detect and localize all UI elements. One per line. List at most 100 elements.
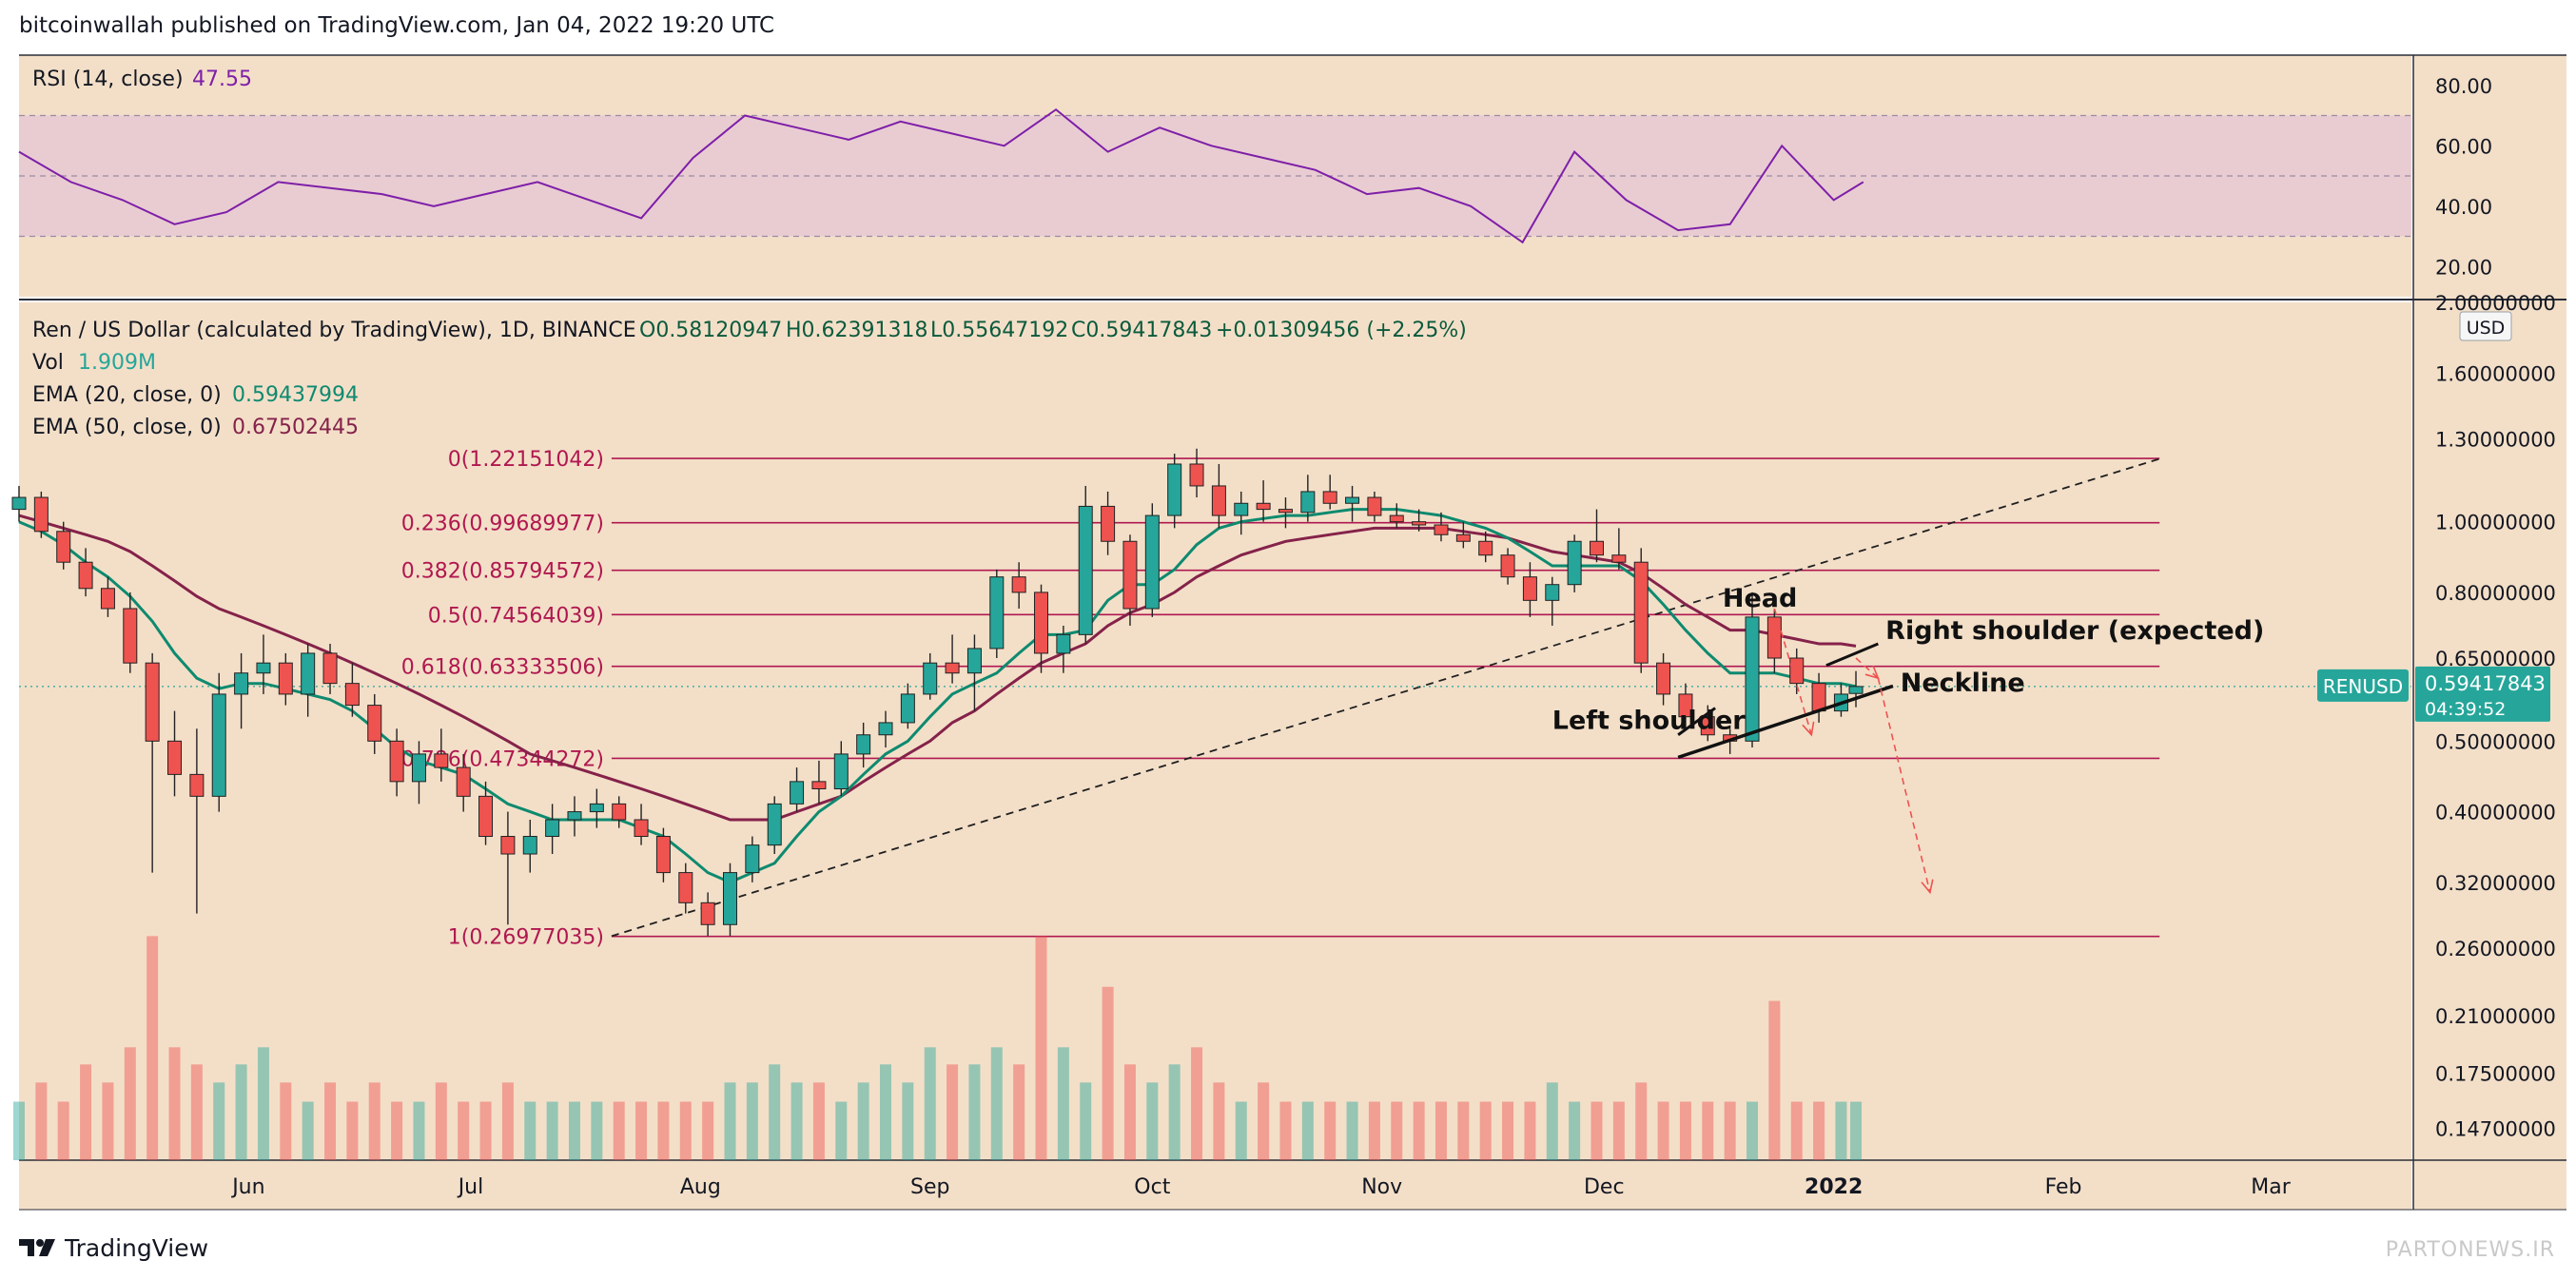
volume-label: Vol [32,351,64,375]
volume-bar [1279,1101,1292,1160]
tradingview-logo-icon[interactable] [19,1237,57,1258]
ohlc-value: H0.62391318 [786,319,928,342]
volume-bar [213,1082,225,1160]
volume-bar [1590,1101,1603,1160]
volume-value: 1.909M [78,351,156,375]
fib-level-label: 0.5(0.74564039) [428,604,604,628]
volume-bar [1146,1082,1159,1160]
price-tick-label: 0.21000000 [2435,1005,2556,1028]
candle-body [945,662,960,674]
currency-label[interactable]: USD [2467,318,2506,339]
candle-body [411,753,426,783]
time-axis [19,1160,2411,1210]
volume-bar [546,1101,558,1160]
candle-body [1056,633,1071,654]
volume-bar [168,1047,181,1160]
volume-bar [13,1101,25,1160]
time-tick-label: Nov [1361,1175,1402,1199]
candle-body [1789,657,1805,685]
volume-bar [102,1082,114,1160]
candle-body [923,662,938,695]
volume-bar [1102,986,1114,1160]
candle-body [100,588,115,610]
volume-bar [1569,1101,1581,1160]
ohlc-value: C0.59417843 [1071,319,1212,342]
candle-body [1211,485,1226,516]
price-tick-label: 1.60000000 [2435,362,2556,385]
tradingview-brand[interactable]: TradingView [65,1233,209,1262]
volume-bar [57,1101,69,1160]
currency-button[interactable] [2459,311,2512,341]
candle-body [145,662,160,742]
candle-body [1322,491,1337,504]
volume-bar [1434,1101,1447,1160]
candle-body [1633,561,1649,664]
time-tick-label: Mar [2251,1175,2291,1199]
symbol-badge [2317,669,2409,702]
chart-canvas[interactable]: 80.00 60.00 40.00 20.00 RSI (14, close) 47.55… [0,0,2576,1217]
volume-bar [946,1064,959,1160]
price-tick-label: 0.40000000 [2435,802,2556,824]
volume-bar [880,1064,892,1160]
candle-body [322,652,338,685]
volume-bar [1213,1082,1225,1160]
volume-bar [1057,1047,1069,1160]
volume-bar [679,1101,692,1160]
rsi-tick-label: 40.00 [2435,196,2492,219]
price-tick-label: 0.80000000 [2435,582,2556,605]
volume-bar [1524,1101,1536,1160]
right-shoulder-label: Right shoulder (expected) [1885,616,2264,646]
candle-body [1412,521,1427,526]
candle-body [1122,540,1138,610]
candle-body [1234,502,1249,516]
symbol-badge-label: RENUSD [2323,675,2403,698]
volume-bar [1747,1101,1759,1160]
publish-info: bitcoinwallah published on TradingView.c… [19,13,775,38]
ohlc-value: O0.58120947 [639,319,782,342]
candle-body [1611,554,1627,563]
candle-body [478,795,494,838]
candle-body [811,781,827,790]
volume-bar [1612,1101,1625,1160]
rsi-title: RSI (14, close) [32,68,184,91]
candle-body [567,811,582,821]
candle-body [1078,505,1093,635]
volume-bar [812,1082,825,1160]
candle-body [234,672,249,695]
volume-bar [346,1101,359,1160]
volume-bar [1457,1101,1470,1160]
candle-body [78,561,93,590]
candle-body [1144,514,1160,610]
rsi-value: 47.55 [192,68,252,91]
neckline-line [1677,684,1894,760]
volume-bar [1768,1000,1781,1160]
volume-bar [324,1082,337,1160]
candle-body [211,693,226,797]
candle-body [1256,502,1271,511]
candle-body [634,819,649,838]
rsi-tick-label: 60.00 [2435,135,2492,158]
volume-bar [635,1101,648,1160]
candle-body [1500,554,1515,578]
candle-body [1167,463,1182,516]
volume-bar [1635,1082,1648,1160]
volume-bar [746,1082,758,1160]
volume-bar [1346,1101,1358,1160]
candle-body [856,734,871,755]
time-tick-label: Aug [680,1175,721,1199]
volume-bar [479,1101,492,1160]
price-axis [2413,55,2566,1210]
candle-body [1522,576,1537,601]
volume-bar [435,1082,447,1160]
candle-body [1766,616,1782,659]
volume-bar [1546,1082,1558,1160]
candle-body [1034,592,1049,654]
candle-body [989,576,1005,650]
price-tick-label: 0.50000000 [2435,730,2556,753]
projection-arrowhead [1921,879,1934,895]
candle-body [900,693,915,724]
volume-bar [235,1064,247,1160]
volume-bar [501,1082,514,1160]
time-tick-label: Feb [2045,1175,2082,1199]
volume-bar [1235,1101,1247,1160]
